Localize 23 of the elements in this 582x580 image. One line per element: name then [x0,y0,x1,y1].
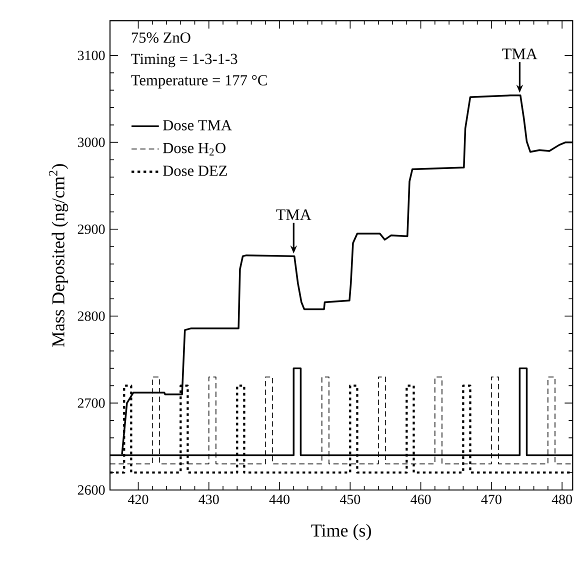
x-tick-label: 470 [481,494,502,504]
annotation: TMA [502,48,538,60]
x-tick-label: 440 [269,494,290,504]
legend-label: Dose DEZ [163,166,227,176]
y-tick-label: 3000 [78,138,105,148]
x-tick-label: 450 [340,494,360,504]
y-tick-label: 3100 [78,50,105,60]
annotation: Timing = 1-3-1-3 [131,54,238,68]
y-tick-label: 2700 [78,398,105,408]
y-axis-title: Mass Deposited (ng/cm$^{2}$) [48,164,68,347]
legend-label: Dose TMA [163,120,232,130]
legend-label: Dose H$_{2}$O [163,142,226,156]
x-tick-label: 420 [128,494,148,504]
y-tick-label: 2800 [78,311,105,321]
annotation: Temperature = 177 °C [131,75,267,89]
x-tick-label: 430 [198,494,219,504]
annotation: TMA [276,209,312,220]
y-tick-label: 2900 [78,224,105,234]
y-tick-label: 2600 [78,485,105,495]
x-tick-label: 460 [410,494,431,504]
x-axis-title: Time (s) [311,524,371,540]
annotation: 75% ZnO [132,32,190,43]
x-tick-label: 480 [552,494,572,504]
